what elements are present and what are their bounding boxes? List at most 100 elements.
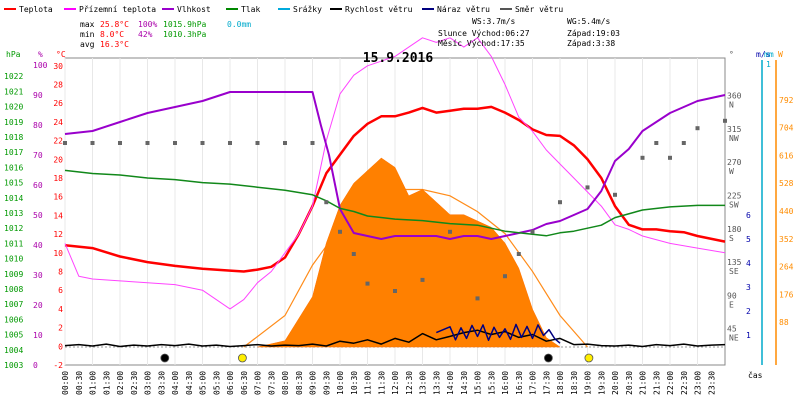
legend-label: Srážky xyxy=(293,5,322,14)
hpa-tick: 1005 xyxy=(4,331,23,340)
axes-layer: 00:00 00:30 01:00 01:30 02:00 02:30 03:00 03:30… xyxy=(4,50,794,395)
x-tick-label: 13:00 xyxy=(419,371,428,395)
x-tick-label: 16:30 xyxy=(515,371,524,395)
ms-tick: 6 xyxy=(746,211,751,220)
wind-direction-point xyxy=(681,141,686,145)
x-tick-label: 22:00 xyxy=(666,371,675,395)
wind-direction-point xyxy=(448,229,452,234)
solar-layer xyxy=(243,157,588,348)
dir-tick-compass: W xyxy=(729,167,734,176)
wind-direction-point xyxy=(585,185,590,190)
temp-tick: 28 xyxy=(53,81,63,90)
x-tick-label: 08:30 xyxy=(295,371,304,395)
wind-direction-point xyxy=(145,141,150,145)
info-sun-set: Západ:19:03 xyxy=(567,29,620,38)
ms-tick: 3 xyxy=(746,283,751,292)
stat-max-rain: 0.0mm xyxy=(227,20,251,29)
x-tick-label: 14:30 xyxy=(460,371,469,395)
ms-tick: 1 xyxy=(746,331,751,340)
pct-tick: 30 xyxy=(33,271,43,280)
solar-radiation-area xyxy=(257,157,561,348)
wind-direction-point xyxy=(310,141,315,145)
wm2-tick: 792 xyxy=(779,96,794,105)
temp-tick: 30 xyxy=(53,62,63,71)
pct-tick: 100 xyxy=(33,61,48,70)
x-tick-label: 12:30 xyxy=(405,371,414,395)
hpa-tick: 1007 xyxy=(4,300,23,309)
hpa-tick: 1008 xyxy=(4,285,23,294)
wm2-tick: 176 xyxy=(779,290,794,299)
wm2-axis-title: W xyxy=(778,50,783,59)
x-tick-label: 18:00 xyxy=(556,371,565,395)
temp-tick: 22 xyxy=(53,137,63,146)
dir-tick-compass: NW xyxy=(729,134,739,143)
wind-direction-point xyxy=(351,252,356,256)
stat-max-hum: 100% xyxy=(138,20,157,29)
stat-max-label: max xyxy=(80,20,95,29)
pct-tick: 70 xyxy=(33,151,43,160)
dir-tick-compass: SW xyxy=(729,201,739,210)
x-tick-label: 23:00 xyxy=(694,371,703,395)
wind-direction-point xyxy=(503,274,507,279)
temp-axis-title: °C xyxy=(56,50,66,59)
hpa-tick: 1003 xyxy=(4,361,23,370)
dir-tick-deg: 225 xyxy=(727,192,742,201)
wind-direction-point xyxy=(530,229,535,234)
stat-avg-label: avg xyxy=(80,40,95,49)
hpa-tick: 1014 xyxy=(4,194,23,203)
hpa-tick: 1016 xyxy=(4,163,23,172)
x-tick-label: 19:00 xyxy=(584,371,593,395)
temp-tick: 20 xyxy=(53,155,63,164)
hpa-tick: 1004 xyxy=(4,346,23,355)
wind-direction-point xyxy=(723,118,727,123)
wind-direction-point xyxy=(393,289,397,293)
temp-tick: 2 xyxy=(58,324,63,333)
wind-direction-point xyxy=(255,141,260,145)
x-tick-label: 06:00 xyxy=(226,371,235,395)
x-tick-label: 03:30 xyxy=(157,371,166,395)
hpa-tick: 1020 xyxy=(4,103,23,112)
stat-min-hum: 42% xyxy=(138,30,153,39)
dir-tick-deg: 180 xyxy=(727,225,742,234)
x-tick-label: 05:30 xyxy=(212,371,221,395)
x-tick-label: 04:00 xyxy=(171,371,180,395)
wm2-tick: 88 xyxy=(779,318,789,327)
hpa-axis-title: hPa xyxy=(6,50,21,59)
pct-axis-title: % xyxy=(38,50,43,59)
x-tick-label: 20:30 xyxy=(625,371,634,395)
stat-min-temp: 8.0°C xyxy=(100,30,124,39)
legend-label: Tlak xyxy=(241,5,260,14)
stat-min-label: min xyxy=(80,30,95,39)
hpa-tick: 1022 xyxy=(4,72,23,81)
wind-direction-point xyxy=(558,200,562,205)
hpa-tick: 1015 xyxy=(4,179,23,188)
marker-moonset xyxy=(160,353,170,363)
wind-direction-point xyxy=(420,277,425,282)
x-tick-label: 00:00 xyxy=(61,371,70,395)
info-ws: WS:3.7m/s xyxy=(472,17,516,26)
wind-direction-point xyxy=(228,141,232,145)
stat-max-press: 1015.9hPa xyxy=(163,20,207,29)
x-tick-label: 17:00 xyxy=(529,371,538,395)
marker-sunrise xyxy=(237,353,247,363)
dir-tick-compass: N xyxy=(729,101,734,110)
x-tick-label: 21:30 xyxy=(652,371,661,395)
x-tick-label: 11:00 xyxy=(364,371,373,395)
dir-tick-compass: SE xyxy=(729,267,739,276)
dir-tick-compass: NE xyxy=(729,334,739,343)
legend-label: Rychlost větru xyxy=(345,5,413,14)
wind-direction-point xyxy=(516,252,521,256)
hpa-tick: 1012 xyxy=(4,224,23,233)
x-tick-label: 09:00 xyxy=(309,371,318,395)
x-tick-label: 07:30 xyxy=(267,371,276,395)
x-tick-label: 04:30 xyxy=(185,371,194,395)
x-tick-label: 23:30 xyxy=(707,371,716,395)
pct-tick: 60 xyxy=(33,181,43,190)
dir-tick-deg: 360 xyxy=(727,92,742,101)
dir-tick-deg: 135 xyxy=(727,258,742,267)
wind-direction-point xyxy=(365,281,370,286)
pct-tick: 0 xyxy=(33,361,38,370)
temp-tick: 18 xyxy=(53,174,63,183)
wind-direction-point xyxy=(200,141,205,145)
